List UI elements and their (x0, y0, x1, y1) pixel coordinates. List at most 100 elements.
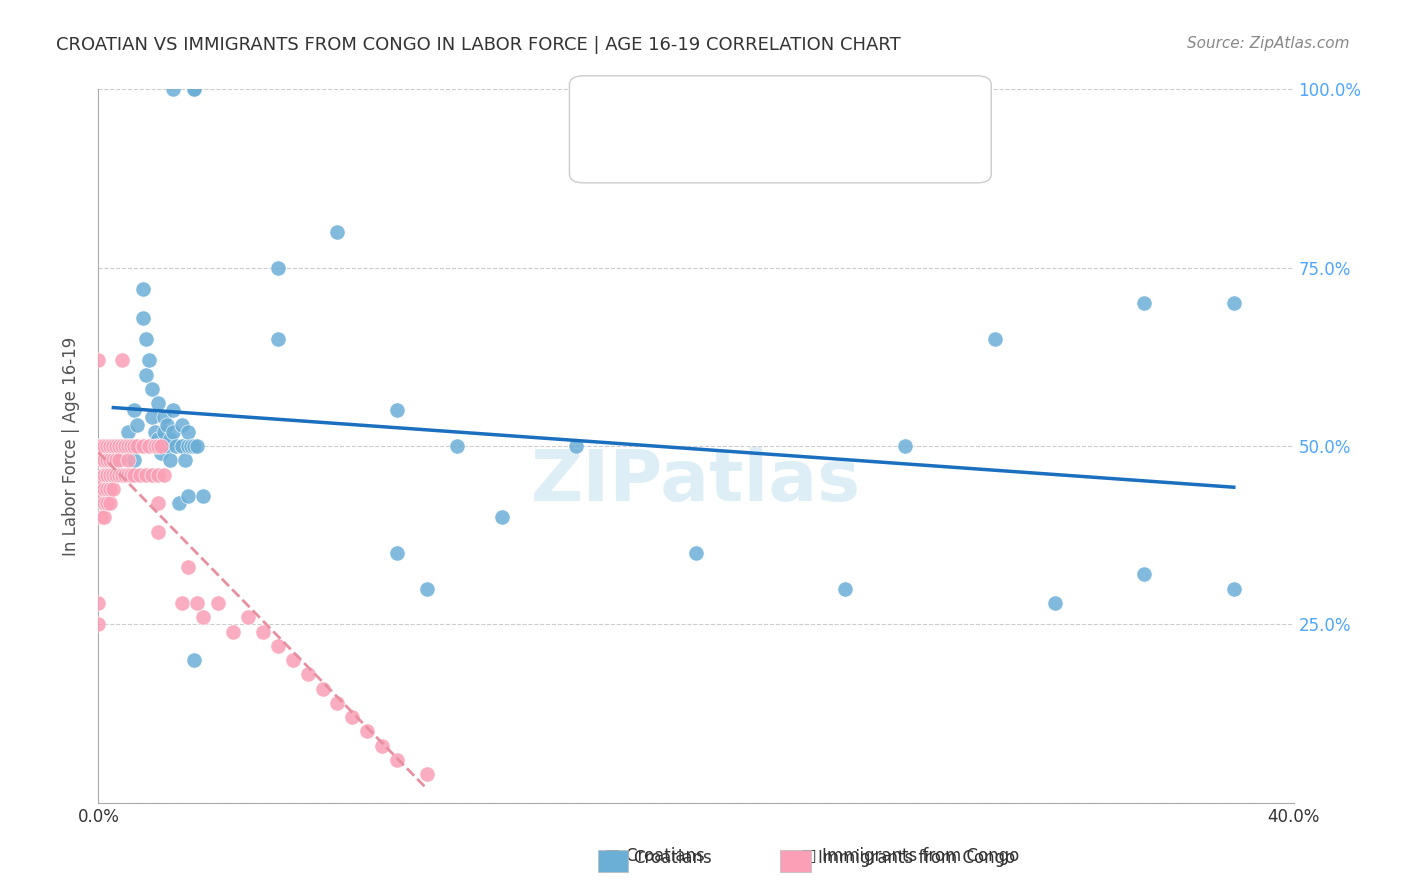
Point (148, 524, 170, 539)
Point (356, 724, 378, 739)
Text: R =: R = (658, 101, 693, 119)
Point (90, 453, 112, 467)
Point (311, 681, 333, 696)
Point (153, 467, 176, 482)
Point (183, 82, 205, 96)
Point (252, 624, 274, 639)
Point (87, 617, 110, 632)
Point (103, 439, 125, 453)
Text: Croatians: Croatians (633, 848, 711, 866)
Point (93, 482, 115, 496)
Point (103, 482, 125, 496)
Point (177, 439, 200, 453)
Point (90, 489, 112, 503)
Point (894, 439, 917, 453)
Point (100, 439, 122, 453)
Point (114, 439, 136, 453)
Point (1223, 582, 1246, 596)
Point (138, 439, 160, 453)
Point (191, 610, 214, 624)
Point (148, 396, 170, 410)
Point (96, 439, 118, 453)
Point (150, 439, 173, 453)
Point (117, 453, 139, 467)
Point (117, 439, 139, 453)
Point (165, 439, 187, 453)
Point (1223, 296, 1246, 310)
Point (105, 467, 128, 482)
Point (267, 260, 290, 275)
Point (108, 467, 131, 482)
Point (127, 439, 149, 453)
Point (100, 467, 122, 482)
Point (236, 610, 259, 624)
Point (103, 453, 125, 467)
Point (143, 425, 166, 439)
Point (177, 425, 200, 439)
Point (111, 353, 134, 368)
Point (105, 439, 128, 453)
Point (565, 439, 588, 453)
Point (124, 453, 146, 467)
Y-axis label: In Labor Force | Age 16-19: In Labor Force | Age 16-19 (62, 336, 80, 556)
Point (416, 582, 439, 596)
FancyBboxPatch shape (595, 93, 650, 126)
Point (90, 439, 112, 453)
Point (281, 653, 304, 667)
Point (267, 332, 290, 346)
Point (117, 439, 139, 453)
Point (111, 439, 134, 453)
Point (114, 467, 136, 482)
Point (93, 496, 115, 510)
Point (162, 403, 184, 417)
Point (141, 467, 163, 482)
Point (150, 446, 173, 460)
Text: □ Croatians: □ Croatians (605, 847, 704, 864)
Point (371, 739, 394, 753)
Point (267, 639, 290, 653)
Point (385, 753, 409, 767)
Point (138, 353, 160, 368)
Point (127, 417, 149, 432)
Point (103, 439, 125, 453)
Point (172, 417, 194, 432)
Point (172, 439, 194, 453)
Point (90, 475, 112, 489)
Point (96, 496, 118, 510)
Point (96, 482, 118, 496)
Point (87, 596, 110, 610)
Point (183, 439, 205, 453)
Point (93, 439, 115, 453)
Text: N =: N = (815, 141, 852, 159)
Point (177, 560, 200, 574)
Text: □ Immigrants from Congo: □ Immigrants from Congo (801, 847, 1019, 864)
Point (124, 439, 146, 453)
Point (108, 453, 131, 467)
Point (385, 403, 409, 417)
Point (159, 453, 181, 467)
Text: Immigrants from Congo: Immigrants from Congo (818, 848, 1015, 866)
Point (124, 467, 146, 482)
Text: 0.151: 0.151 (717, 101, 773, 119)
Point (93, 510, 115, 524)
Point (132, 439, 155, 453)
Point (183, 653, 205, 667)
Point (100, 482, 122, 496)
Point (162, 425, 184, 439)
Point (120, 467, 142, 482)
Point (135, 368, 157, 382)
Point (124, 403, 146, 417)
Point (148, 467, 170, 482)
Point (103, 467, 125, 482)
Point (326, 696, 349, 710)
Point (183, 82, 205, 96)
Point (105, 453, 128, 467)
Point (141, 382, 163, 396)
Point (1133, 296, 1156, 310)
Point (984, 332, 1007, 346)
Point (1043, 596, 1066, 610)
Point (162, 82, 184, 96)
Point (207, 596, 229, 610)
Point (177, 489, 200, 503)
Point (100, 496, 122, 510)
